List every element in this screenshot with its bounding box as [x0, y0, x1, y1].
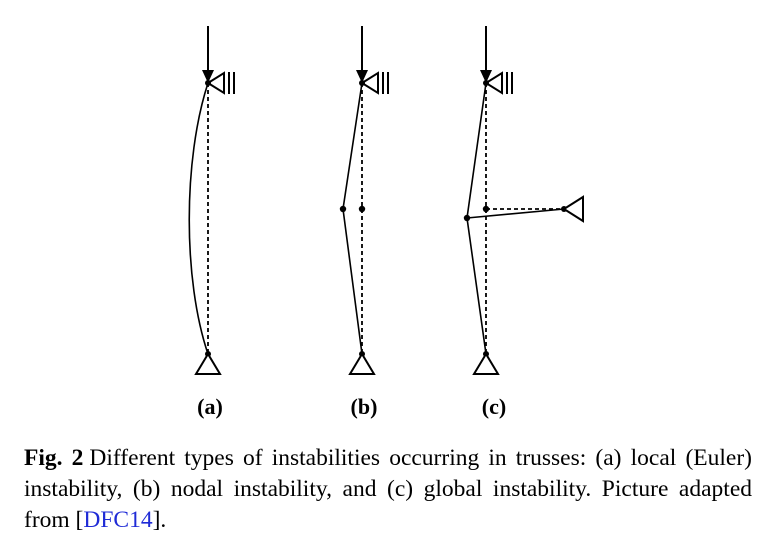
buckled-member: [188, 82, 209, 355]
deformed-member: [342, 82, 363, 355]
load-arrow-head: [480, 70, 492, 83]
caption-text: Different types of instabilities occurri…: [24, 445, 752, 533]
pin-support-icon: [348, 352, 376, 375]
mid-node-original: [482, 205, 490, 213]
figure-number: Fig. 2: [24, 445, 84, 471]
panel-label-b: (b): [350, 394, 378, 419]
roller-support-icon: [484, 71, 513, 95]
top-node: [205, 80, 211, 86]
panel-label-a: (a): [197, 394, 223, 419]
panel-c-diagram: [463, 26, 584, 375]
panel-label-c: (c): [481, 394, 507, 419]
pin-support-icon: [194, 352, 222, 375]
brace-support-icon: [562, 195, 584, 223]
load-arrow-head: [356, 70, 368, 83]
figure-caption: Fig. 2 Different types of instabilities o…: [24, 443, 752, 536]
roller-support-icon: [360, 71, 389, 95]
citation-link[interactable]: DFC14: [83, 507, 153, 533]
pin-support-icon: [472, 352, 500, 375]
deformed-brace: [466, 208, 565, 219]
panel-a-diagram: [188, 26, 235, 375]
caption-text-end: ].: [152, 507, 167, 533]
load-arrow-head: [202, 70, 214, 83]
mid-node-displaced: [339, 205, 347, 213]
mid-node-original: [358, 205, 366, 213]
roller-support-icon: [206, 71, 235, 95]
top-node: [483, 80, 489, 86]
top-node: [359, 80, 365, 86]
mid-node-displaced: [463, 214, 471, 222]
panel-b-diagram: [339, 26, 389, 375]
